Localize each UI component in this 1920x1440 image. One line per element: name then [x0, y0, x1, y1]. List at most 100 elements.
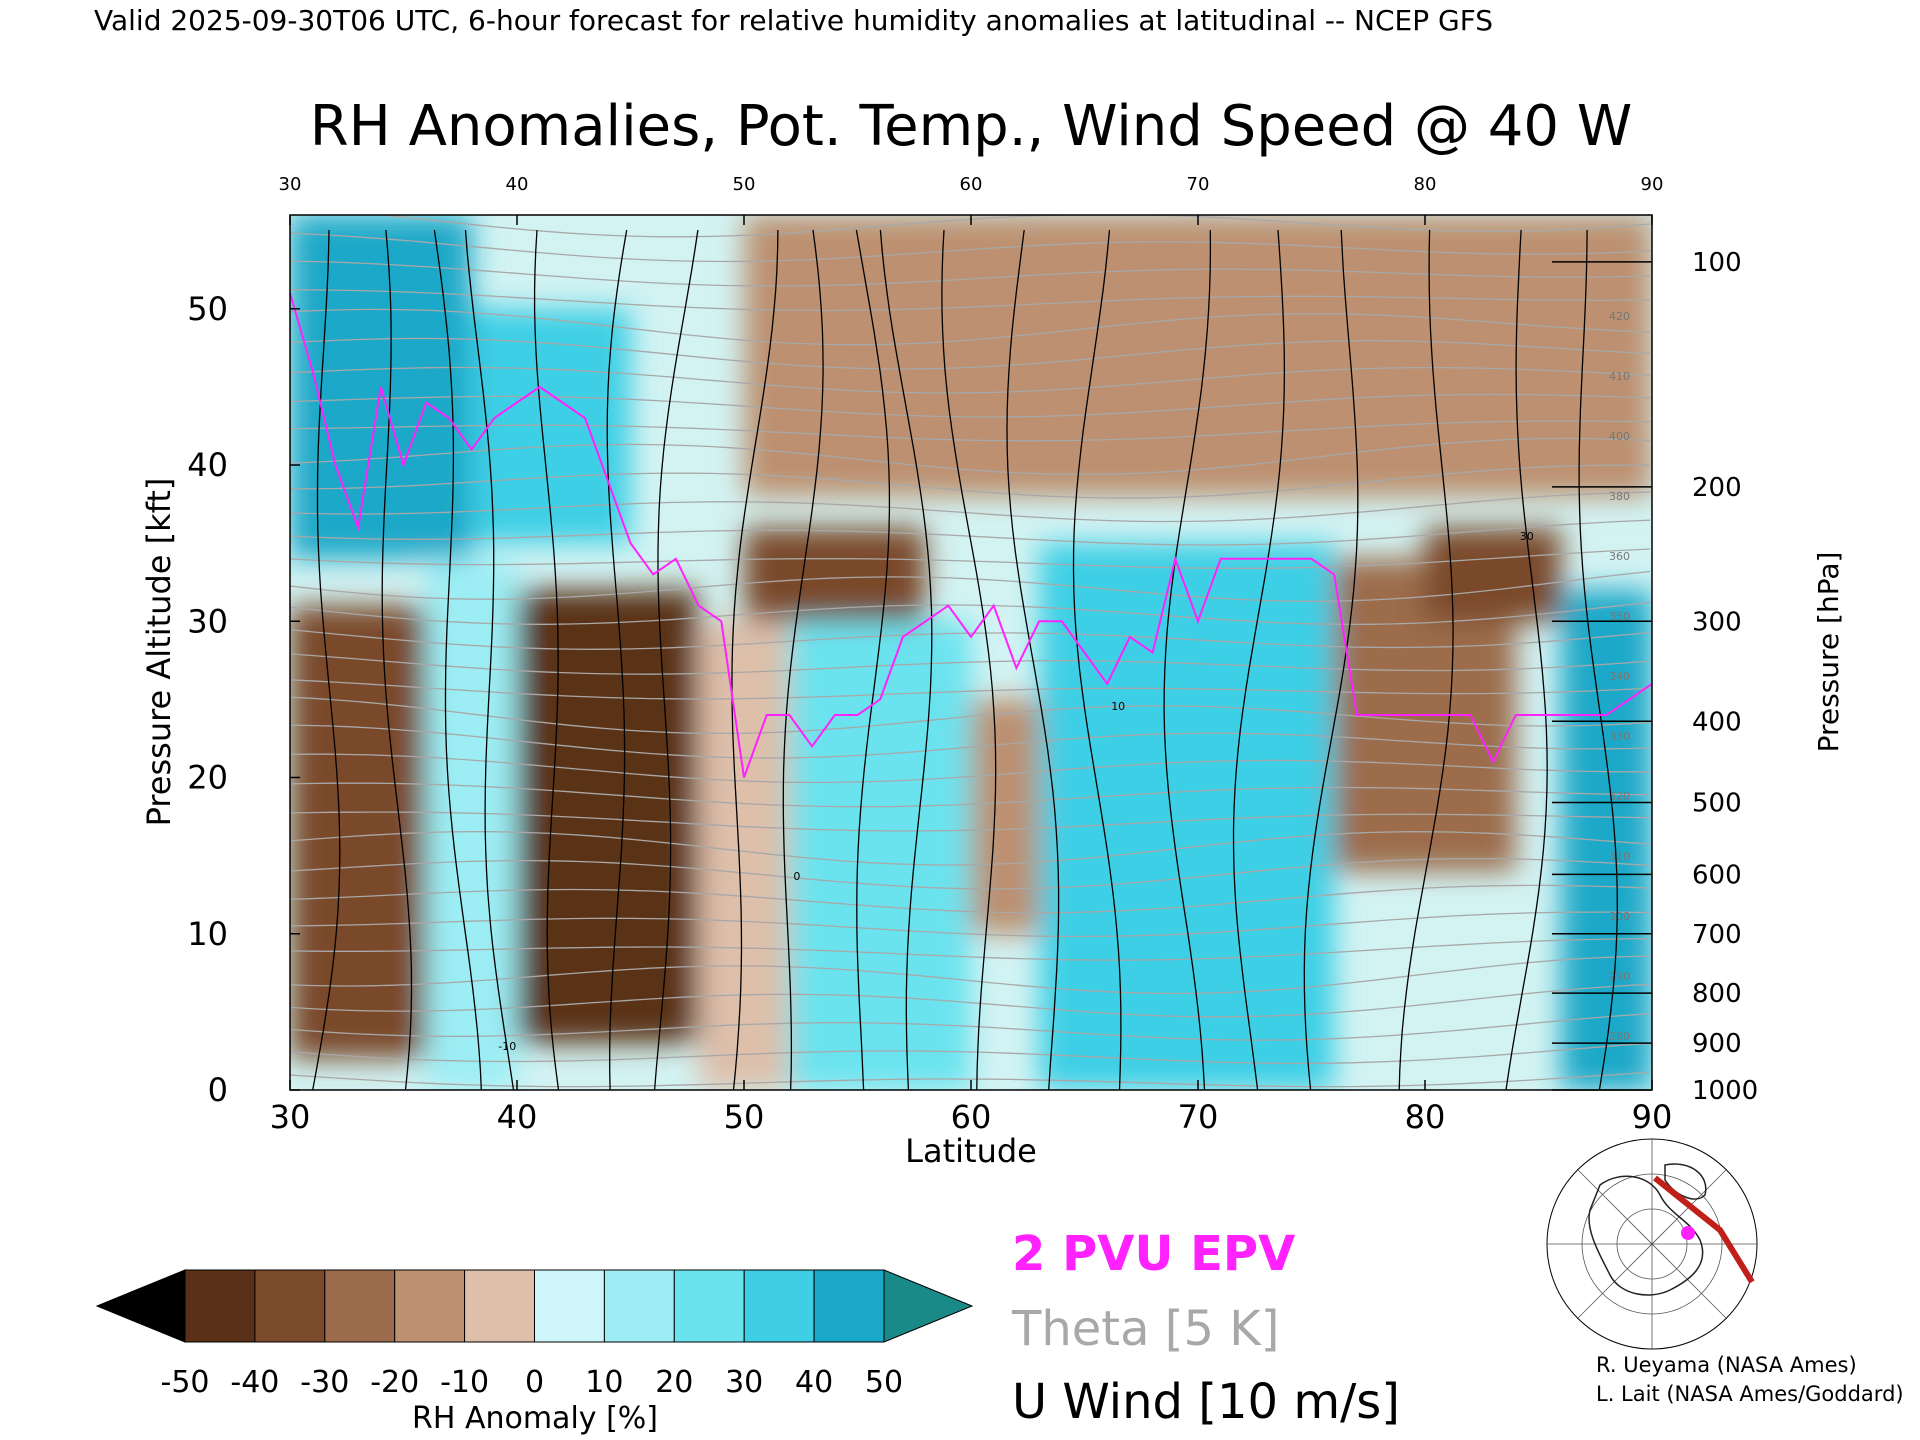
rh-band-0 — [290, 605, 427, 1059]
wind-contour-14 — [1163, 229, 1212, 1090]
colorbar-tick-5: 0 — [525, 1365, 544, 1400]
legend-theta: Theta [5 K] — [1011, 1301, 1280, 1357]
colorbar-tick-8: 30 — [725, 1365, 763, 1400]
wind-contour-4 — [533, 229, 560, 1090]
wind-contour-19 — [1578, 229, 1618, 1090]
colorbar-swatch-1 — [254, 1269, 326, 1343]
wind-contour-15 — [1232, 229, 1286, 1090]
theta-contour-16 — [290, 653, 1651, 675]
wind-label-0: -10 — [498, 1040, 516, 1053]
theta-contour-6 — [290, 911, 1651, 938]
theta-contour-4 — [290, 955, 1651, 995]
wind-contour-10 — [879, 229, 933, 1090]
theta-contour-1 — [290, 1042, 1651, 1065]
theta-contour-22 — [290, 491, 1651, 523]
theta-contour-30 — [290, 289, 1651, 312]
pressure-tick-label-100: 100 — [1692, 248, 1742, 278]
colorbar-tick-9: 40 — [795, 1365, 833, 1400]
theta-contour-18 — [290, 601, 1651, 626]
x-tick-label-80: 80 — [1405, 1098, 1446, 1136]
epv-2pvu-line — [289, 292, 1653, 778]
y-tick-label-40: 40 — [187, 446, 228, 484]
theta-label-350: 350 — [1609, 610, 1630, 623]
y-tick-label-20: 20 — [187, 759, 228, 797]
colorbar-tick-0: -50 — [161, 1365, 210, 1400]
y-axis-left: 0 10 20 30 40 50 — [187, 290, 300, 1109]
y-tick-label-30: 30 — [187, 602, 228, 640]
x-top-tick-label-80: 80 — [1414, 174, 1437, 195]
theta-label-380: 380 — [1609, 490, 1630, 503]
theta-label-410: 410 — [1609, 370, 1630, 383]
wind-contour-2 — [433, 229, 482, 1090]
colorbar-swatch-6 — [603, 1269, 675, 1343]
colorbar-tick-4: -10 — [440, 1365, 489, 1400]
pressure-tick-label-500: 500 — [1692, 789, 1742, 819]
x-axis-label: Latitude — [905, 1132, 1037, 1170]
legend: 2 PVU EPV Theta [5 K] U Wind [10 m/s] — [1011, 1226, 1400, 1430]
legend-wind: U Wind [10 m/s] — [1012, 1374, 1400, 1430]
wind-label-3: 30 — [1520, 530, 1534, 543]
theta-contour-33 — [376, 215, 1651, 238]
wind-contour-8 — [782, 229, 824, 1090]
theta-contour-32 — [290, 232, 1651, 263]
pressure-tick-label-900: 900 — [1692, 1029, 1742, 1059]
theta-label-310: 310 — [1609, 850, 1630, 863]
wind-contour-6 — [653, 229, 699, 1090]
theta-contour-20 — [290, 548, 1651, 569]
x-top-tick-label-90: 90 — [1641, 174, 1664, 195]
map-graticule — [1547, 1139, 1757, 1349]
wind-contour-18 — [1505, 229, 1548, 1090]
x-axis-top: 30 40 50 60 70 80 90 — [279, 174, 1664, 225]
colorbar-swatch-9 — [813, 1269, 885, 1343]
wind-contour-11 — [941, 229, 997, 1090]
theta-contour-24 — [290, 437, 1651, 476]
pressure-tick-label-300: 300 — [1692, 607, 1742, 637]
colorbar-swatch-4 — [464, 1269, 536, 1343]
y-tick-label-0: 0 — [208, 1071, 228, 1109]
colorbar-tick-3: -20 — [370, 1365, 419, 1400]
theta-label-330: 330 — [1609, 730, 1630, 743]
theta-contour-2 — [290, 1013, 1651, 1041]
colorbar-swatch-5 — [534, 1269, 605, 1343]
theta-contour-9 — [290, 831, 1651, 866]
y-tick-label-50: 50 — [187, 290, 228, 328]
x-axis-bottom: 30 40 50 60 70 80 90 — [270, 1080, 1673, 1136]
theta-label-340: 340 — [1609, 670, 1630, 683]
colorbar-tick-7: 20 — [655, 1365, 693, 1400]
wind-contours: -10 0 10 30 — [312, 229, 1618, 1090]
theta-contour-13 — [290, 724, 1651, 759]
theta-label-420: 420 — [1609, 310, 1630, 323]
y-axis-right-pressure: 1000 900 800 700 600 500 400 300 200 100 — [1552, 248, 1758, 1106]
theta-label-400: 400 — [1609, 430, 1630, 443]
rh-band-11 — [744, 215, 1652, 497]
x-tick-label-90: 90 — [1632, 1098, 1673, 1136]
pressure-tick-label-1000: 1000 — [1692, 1076, 1758, 1106]
y2-axis-label: Pressure [hPa] — [1812, 552, 1845, 753]
colorbar-swatch-2 — [324, 1269, 396, 1343]
colorbar-swatch-3 — [394, 1269, 466, 1343]
x-tick-label-40: 40 — [497, 1098, 538, 1136]
theta-label-290: 290 — [1609, 970, 1630, 983]
x-top-tick-label-60: 60 — [960, 174, 983, 195]
theta-contour-10 — [290, 811, 1651, 832]
colorbar-swatch-7 — [673, 1269, 745, 1343]
theta-contour-8 — [290, 857, 1651, 890]
theta-label-280: 280 — [1609, 1030, 1630, 1043]
x-top-tick-label-50: 50 — [733, 174, 756, 195]
wind-contour-5 — [606, 229, 628, 1090]
theta-contour-19 — [290, 570, 1651, 602]
plot-area: 280290300310320330340350360380400410420 … — [289, 214, 1653, 1091]
theta-contour-23 — [290, 464, 1651, 499]
map-point-marker — [1681, 1226, 1695, 1240]
x-tick-label-70: 70 — [1178, 1098, 1219, 1136]
wind-label-1: 0 — [793, 870, 800, 883]
colorbar-tick-1: -40 — [230, 1365, 279, 1400]
wind-contour-0 — [312, 229, 341, 1090]
x-top-tick-label-30: 30 — [279, 174, 302, 195]
wind-contour-7 — [731, 229, 779, 1090]
theta-contour-28 — [290, 337, 1651, 370]
credit-line-1: R. Ueyama (NASA Ames) — [1596, 1353, 1857, 1377]
wind-label-2: 10 — [1111, 700, 1125, 713]
wind-contour-17 — [1398, 229, 1454, 1090]
theta-label-320: 320 — [1609, 790, 1630, 803]
